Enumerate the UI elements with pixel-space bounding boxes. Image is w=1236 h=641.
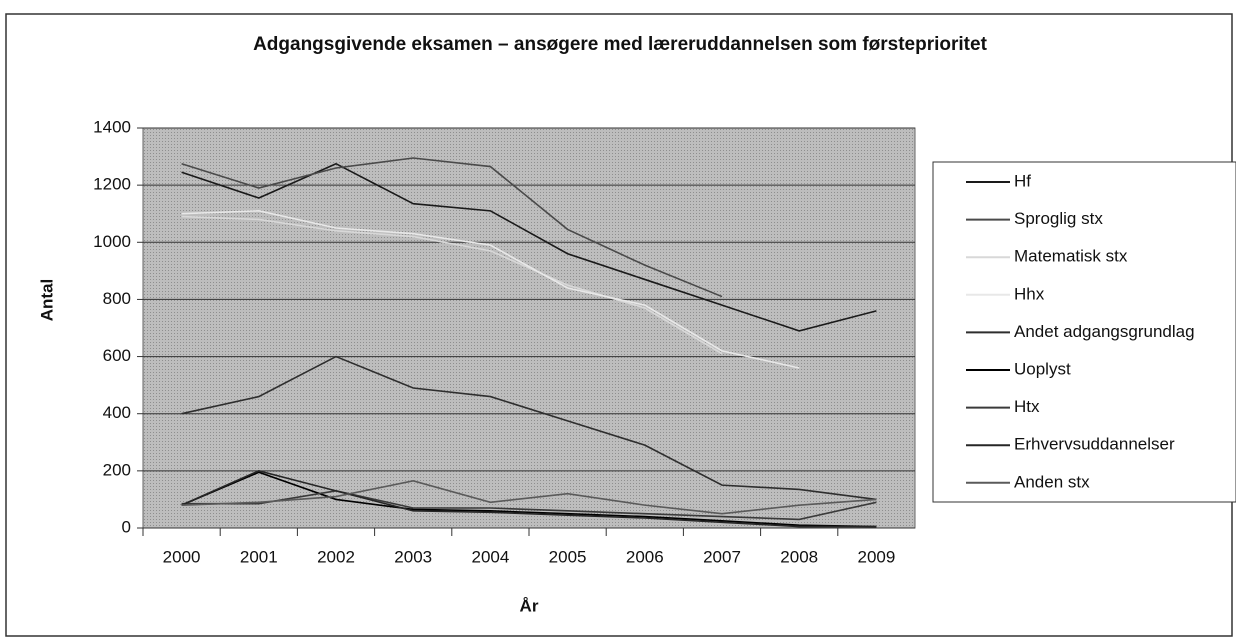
y-tick-label: 600 bbox=[103, 346, 131, 365]
series-line bbox=[181, 355, 877, 501]
x-axis-label: År bbox=[520, 596, 539, 615]
x-tick-label: 2003 bbox=[394, 547, 432, 566]
x-tick-label: 2001 bbox=[240, 547, 278, 566]
x-tick-label: 2007 bbox=[703, 547, 741, 566]
y-tick-label: 200 bbox=[103, 460, 131, 479]
legend-label: Andet adgangsgrundlag bbox=[1014, 322, 1195, 341]
y-tick-label: 0 bbox=[122, 517, 131, 536]
y-tick-label: 1400 bbox=[93, 117, 131, 136]
series-line bbox=[181, 480, 877, 515]
series-line bbox=[181, 471, 877, 528]
x-tick-label: 2006 bbox=[626, 547, 664, 566]
x-tick-label: 2000 bbox=[163, 547, 201, 566]
x-tick-label: 2009 bbox=[857, 547, 895, 566]
y-tick-label: 400 bbox=[103, 403, 131, 422]
series-line bbox=[181, 157, 723, 298]
series-line bbox=[181, 215, 723, 355]
x-tick-label: 2004 bbox=[471, 547, 509, 566]
legend-label: Hhx bbox=[1014, 284, 1045, 303]
legend-label: Matematisk stx bbox=[1014, 247, 1128, 266]
legend-label: Sproglig stx bbox=[1014, 209, 1103, 228]
x-tick-label: 2002 bbox=[317, 547, 355, 566]
legend-label: Htx bbox=[1014, 397, 1040, 416]
series-line bbox=[181, 490, 877, 521]
legend-label: Uoplyst bbox=[1014, 359, 1071, 378]
chart-title: Adgangsgivende eksamen – ansøgere med læ… bbox=[253, 34, 987, 55]
legend-label: Hf bbox=[1014, 171, 1031, 190]
plot-area bbox=[142, 127, 916, 529]
y-tick-label: 1200 bbox=[93, 175, 131, 194]
series-line bbox=[181, 470, 877, 528]
x-tick-label: 2008 bbox=[780, 547, 818, 566]
legend-label: Erhvervsuddannelser bbox=[1014, 435, 1175, 454]
y-tick-label: 1000 bbox=[93, 232, 131, 251]
y-tick-label: 800 bbox=[103, 289, 131, 308]
x-tick-label: 2005 bbox=[549, 547, 587, 566]
legend-label: Anden stx bbox=[1014, 472, 1090, 491]
y-axis-label: Antal bbox=[37, 279, 56, 322]
series-line bbox=[181, 210, 800, 369]
series-line bbox=[181, 162, 877, 332]
